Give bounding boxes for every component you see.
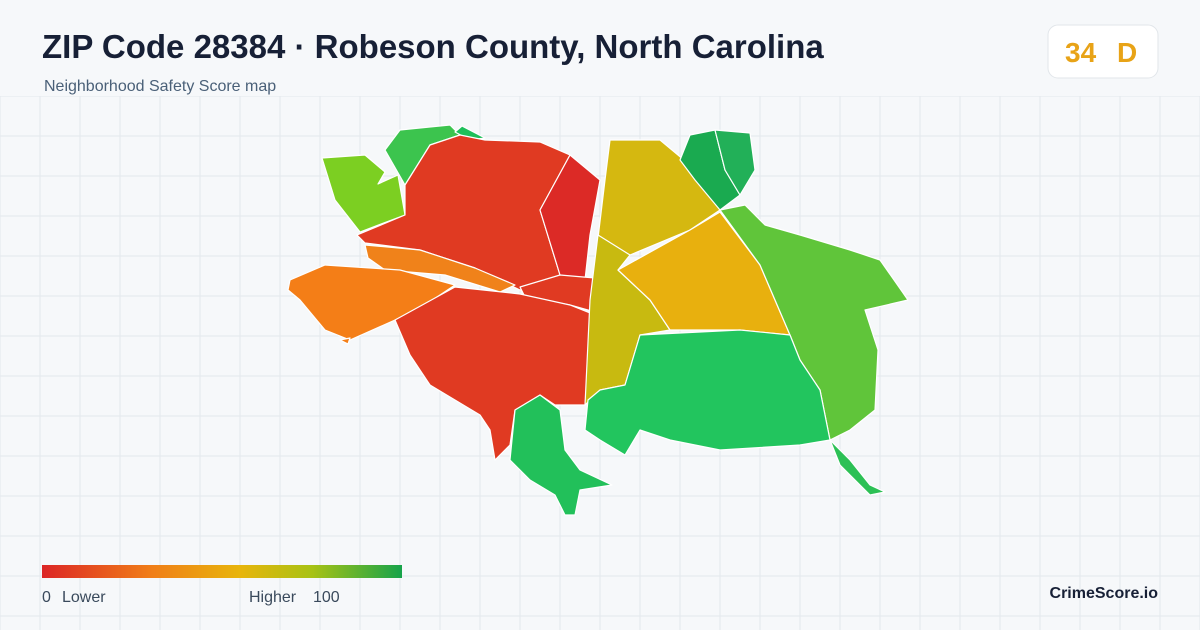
legend-min-label: Lower — [62, 589, 106, 606]
badge-grade: D — [1117, 37, 1137, 68]
region — [509, 394, 613, 516]
badge-box — [1047, 24, 1159, 79]
badge-score: 34 — [1065, 37, 1097, 68]
header-band — [0, 0, 1200, 96]
region — [339, 337, 351, 345]
title: ZIP Code 28384 · Robeson County, North C… — [42, 28, 824, 65]
region — [829, 439, 886, 496]
subtitle: Neighborhood Safety Score map — [44, 78, 276, 95]
score-badge: 34 D — [1047, 24, 1159, 79]
map — [287, 124, 909, 516]
region — [714, 129, 756, 196]
legend: 0 Lower Higher 100 — [42, 565, 402, 606]
region — [584, 329, 831, 456]
legend-min: 0 — [42, 589, 51, 606]
legend-max-label: Higher — [249, 589, 297, 606]
region — [321, 154, 406, 233]
legend-max: 100 — [313, 589, 340, 606]
brand: CrimeScore.io — [1050, 585, 1159, 602]
legend-scale — [42, 565, 402, 578]
